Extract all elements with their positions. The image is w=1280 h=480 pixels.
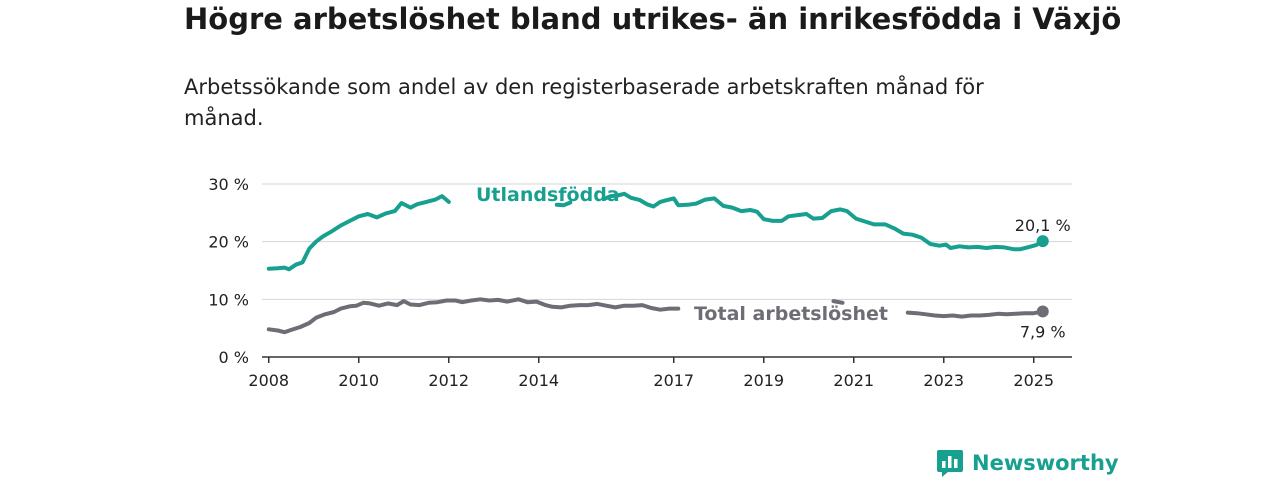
series-name-label: Total arbetslöshet bbox=[694, 303, 888, 325]
x-tick-label: 2017 bbox=[653, 371, 694, 390]
x-tick-label: 2010 bbox=[338, 371, 379, 390]
x-tick-label: 2023 bbox=[923, 371, 964, 390]
series-labels: Utlandsfödda Total arbetslöshet 20,1 % 7,9 … bbox=[476, 184, 1071, 341]
x-axis: 2008 2010 2012 2014 2017 2019 2021 2023 2025 bbox=[248, 357, 1054, 390]
newsworthy-logo-icon bbox=[937, 450, 963, 477]
newsworthy-logo-text: Newsworthy bbox=[972, 451, 1119, 475]
y-tick-label: 30 % bbox=[208, 175, 249, 194]
series-line bbox=[554, 200, 573, 208]
series-line bbox=[905, 309, 1045, 319]
end-value-label: 7,9 % bbox=[1020, 322, 1066, 341]
x-tick-label: 2008 bbox=[248, 371, 289, 390]
y-tick-label: 10 % bbox=[208, 290, 249, 309]
y-axis: 0 % 10 % 20 % 30 % bbox=[208, 175, 249, 367]
y-tick-label: 0 % bbox=[219, 348, 249, 367]
series-line bbox=[602, 191, 1045, 252]
chart-subtitle: Arbetssökande som andel av den registerb… bbox=[184, 75, 984, 130]
y-tick-label: 20 % bbox=[208, 233, 249, 252]
x-tick-label: 2019 bbox=[743, 371, 784, 390]
series-line bbox=[266, 297, 681, 335]
series-line bbox=[831, 299, 845, 305]
x-tick-label: 2021 bbox=[833, 371, 874, 390]
series-end-point bbox=[1036, 235, 1049, 248]
newsworthy-logo: Newsworthy bbox=[936, 448, 1119, 478]
series-lines bbox=[266, 191, 1049, 335]
gridlines bbox=[262, 183, 1072, 300]
end-value-label: 20,1 % bbox=[1015, 216, 1071, 235]
x-tick-label: 2014 bbox=[518, 371, 559, 390]
series-end-point bbox=[1036, 305, 1049, 318]
x-tick-label: 2012 bbox=[428, 371, 469, 390]
x-tick-label: 2025 bbox=[1013, 371, 1054, 390]
series-name-label: Utlandsfödda bbox=[476, 184, 620, 206]
series-line bbox=[266, 194, 451, 272]
chart-title: Högre arbetslöshet bland utrikes- än inr… bbox=[184, 2, 1122, 36]
